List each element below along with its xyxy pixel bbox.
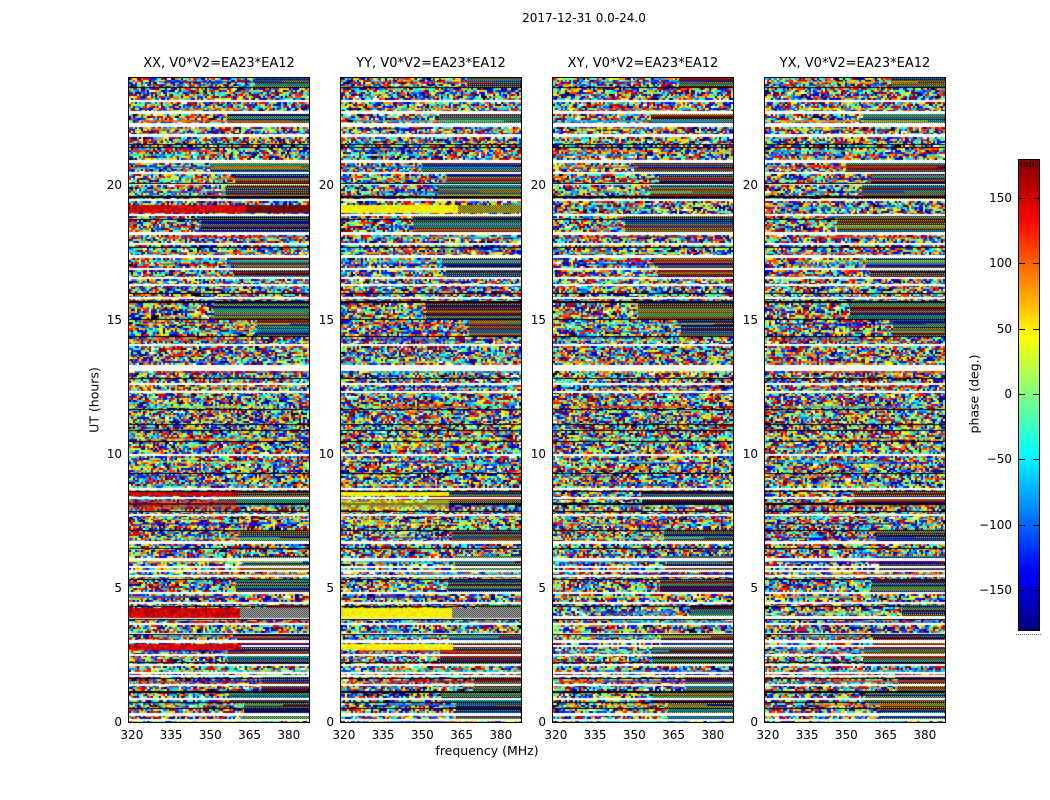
heatmap-panel-xy xyxy=(552,77,734,723)
x-tick-label: 350 xyxy=(622,728,646,742)
y-tick-label: 15 xyxy=(106,312,122,327)
colorbar-label: phase (deg.) xyxy=(966,354,982,434)
colorbar-tick-mark xyxy=(1019,459,1025,461)
x-tick-label: 335 xyxy=(583,728,607,742)
colorbar-tick-mark xyxy=(1033,263,1039,265)
y-tick-label: 10 xyxy=(318,446,334,461)
y-tick-label: 20 xyxy=(742,178,758,193)
heatmap-canvas-xx xyxy=(129,78,309,722)
colorbar-tick-mark xyxy=(1033,328,1039,330)
y-tick-label: 10 xyxy=(530,446,546,461)
colorbar-tick-label: 150 xyxy=(989,191,1012,206)
x-tick-label: 350 xyxy=(198,728,222,742)
y-axis-label: UT (hours) xyxy=(86,367,102,433)
x-tick-label: 335 xyxy=(795,728,819,742)
colorbar-saturation-comb xyxy=(1021,162,1036,167)
x-tick-label: 380 xyxy=(489,728,513,742)
x-tick-label: 350 xyxy=(410,728,434,742)
x-tick-label: 335 xyxy=(371,728,395,742)
colorbar-tick-mark xyxy=(1033,524,1039,526)
heatmap-canvas-yx xyxy=(765,78,945,722)
x-tick-label: 365 xyxy=(662,728,686,742)
y-tick-label: 10 xyxy=(106,446,122,461)
colorbar-tick-mark xyxy=(1033,198,1039,200)
colorbar-tick-mark xyxy=(1019,524,1025,526)
x-tick-label: 365 xyxy=(238,728,262,742)
x-axis-label: frequency (MHz) xyxy=(435,743,539,758)
y-tick-label: 20 xyxy=(318,178,334,193)
y-tick-label: 0 xyxy=(538,715,546,729)
x-tick-label: 365 xyxy=(874,728,898,742)
y-tick-label: 5 xyxy=(538,580,546,595)
colorbar-tick-mark xyxy=(1033,589,1039,591)
colorbar-tick-mark xyxy=(1019,394,1025,395)
x-tick-label: 335 xyxy=(159,728,183,742)
heatmap-panel-yx xyxy=(764,77,946,723)
figure-title: 2017-12-31 0.0-24.0 xyxy=(522,11,646,25)
colorbar-tick-mark xyxy=(1019,263,1025,265)
heatmap-canvas-xy xyxy=(553,78,733,722)
y-tick-label: 5 xyxy=(326,580,334,595)
y-tick-label: 0 xyxy=(114,715,122,729)
heatmap-panel-yy xyxy=(340,77,522,723)
colorbar-tick-label: −50 xyxy=(986,452,1012,467)
colorbar-tick-label: 100 xyxy=(989,256,1012,271)
colorbar-tick-mark xyxy=(1019,328,1025,330)
y-tick-label: 15 xyxy=(318,312,334,327)
panel-title-yx: YX, V0*V2=EA23*EA12 xyxy=(779,56,931,71)
x-tick-label: 320 xyxy=(544,728,568,742)
colorbar-tick-label: 50 xyxy=(996,321,1012,336)
x-tick-label: 320 xyxy=(120,728,144,742)
heatmap-panel-xx xyxy=(128,77,310,723)
y-tick-label: 5 xyxy=(114,580,122,595)
y-tick-label: 0 xyxy=(326,715,334,729)
x-tick-label: 365 xyxy=(450,728,474,742)
y-tick-label: 10 xyxy=(742,446,758,461)
colorbar-tick-label: 0 xyxy=(1004,387,1012,401)
colorbar-tick-mark xyxy=(1019,589,1025,591)
y-tick-label: 15 xyxy=(742,312,758,327)
y-tick-label: 15 xyxy=(530,312,546,327)
panel-title-yy: YY, V0*V2=EA23*EA12 xyxy=(356,56,506,71)
y-tick-label: 0 xyxy=(750,715,758,729)
x-tick-label: 350 xyxy=(834,728,858,742)
colorbar-tick-mark xyxy=(1033,394,1039,395)
panel-title-xy: XY, V0*V2=EA23*EA12 xyxy=(567,56,719,71)
x-tick-label: 380 xyxy=(913,728,937,742)
x-tick-label: 320 xyxy=(756,728,780,742)
colorbar-tick-mark xyxy=(1033,459,1039,461)
panel-title-xx: XX, V0*V2=EA23*EA12 xyxy=(143,56,295,71)
colorbar-underflow-dots xyxy=(1016,634,1041,636)
y-tick-label: 20 xyxy=(106,178,122,193)
y-tick-label: 20 xyxy=(530,178,546,193)
x-tick-label: 380 xyxy=(277,728,301,742)
x-tick-label: 380 xyxy=(701,728,725,742)
colorbar xyxy=(1018,159,1040,631)
heatmap-canvas-yy xyxy=(341,78,521,722)
colorbar-tick-label: −150 xyxy=(979,582,1012,597)
colorbar-tick-label: −100 xyxy=(979,517,1012,532)
y-tick-label: 5 xyxy=(750,580,758,595)
x-tick-label: 320 xyxy=(332,728,356,742)
colorbar-tick-mark xyxy=(1019,198,1025,200)
